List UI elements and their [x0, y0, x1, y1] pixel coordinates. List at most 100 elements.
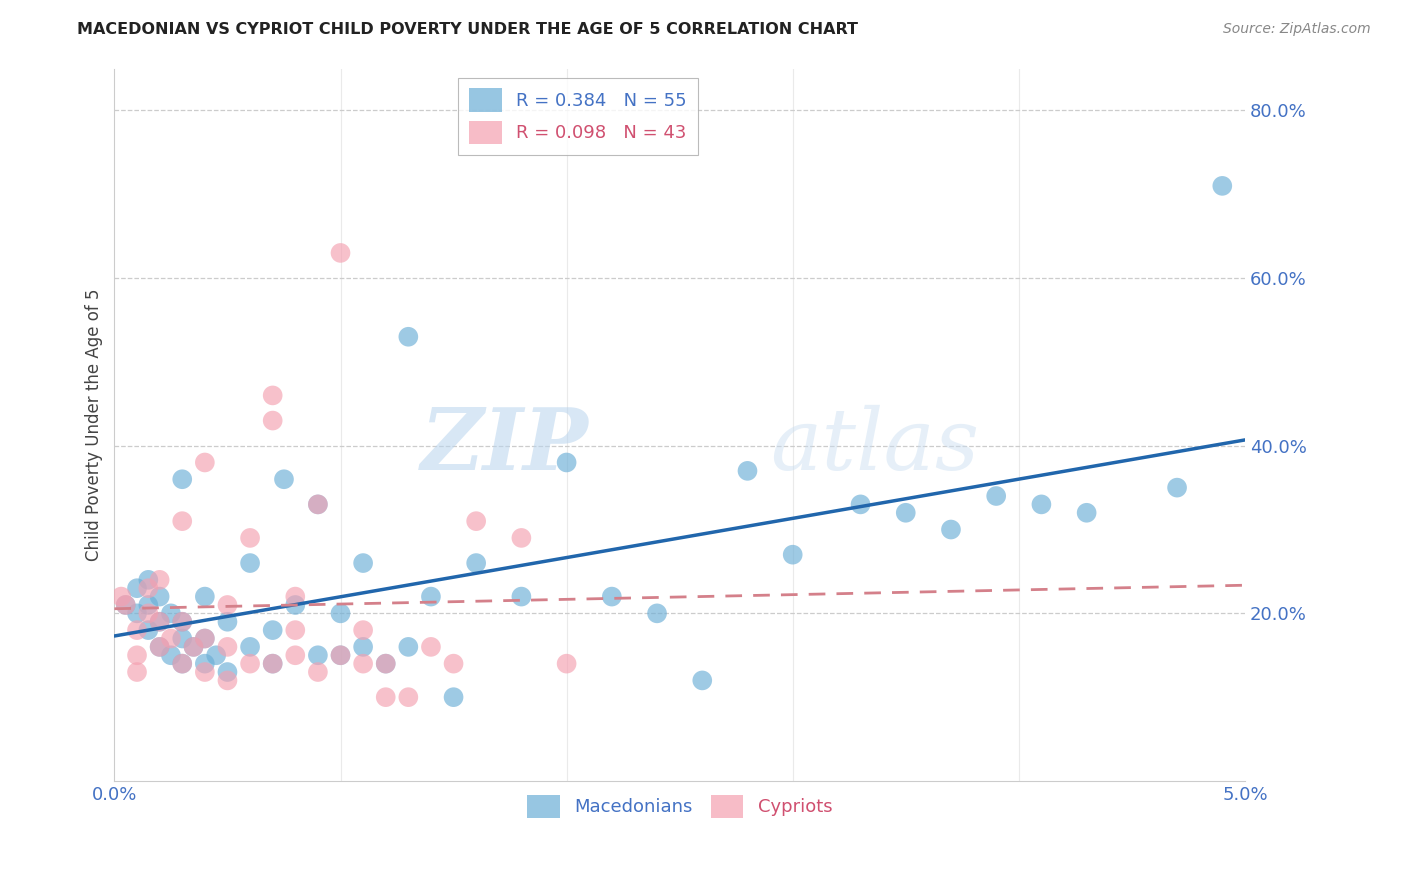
Point: [737, 464, 759, 478]
Point: [172, 514, 194, 528]
Point: [217, 640, 239, 654]
Point: [110, 590, 132, 604]
Point: [352, 640, 374, 654]
Point: [149, 590, 172, 604]
Point: [262, 657, 284, 671]
Point: [239, 556, 262, 570]
Point: [465, 514, 488, 528]
Point: [396, 640, 419, 654]
Point: [217, 598, 239, 612]
Point: [172, 632, 194, 646]
Point: [114, 598, 136, 612]
Point: [374, 657, 396, 671]
Y-axis label: Child Poverty Under the Age of 5: Child Poverty Under the Age of 5: [86, 288, 103, 561]
Point: [329, 246, 352, 260]
Point: [194, 665, 217, 679]
Point: [1211, 178, 1233, 193]
Point: [374, 690, 396, 705]
Point: [149, 615, 172, 629]
Point: [172, 615, 194, 629]
Point: [262, 413, 284, 427]
Point: [262, 623, 284, 637]
Point: [329, 607, 352, 621]
Point: [555, 657, 578, 671]
Point: [284, 590, 307, 604]
Point: [1166, 481, 1188, 495]
Point: [172, 615, 194, 629]
Point: [239, 640, 262, 654]
Point: [183, 640, 205, 654]
Point: [849, 497, 872, 511]
Point: [125, 648, 148, 663]
Point: [172, 472, 194, 486]
Point: [329, 648, 352, 663]
Point: [600, 590, 623, 604]
Point: [172, 657, 194, 671]
Point: [136, 573, 159, 587]
Text: atlas: atlas: [770, 405, 979, 487]
Point: [239, 531, 262, 545]
Point: [149, 615, 172, 629]
Point: [194, 455, 217, 469]
Point: [307, 665, 329, 679]
Point: [217, 615, 239, 629]
Point: [986, 489, 1008, 503]
Point: [217, 665, 239, 679]
Point: [352, 623, 374, 637]
Point: [125, 665, 148, 679]
Legend: Macedonians, Cypriots: Macedonians, Cypriots: [520, 788, 839, 825]
Point: [284, 598, 307, 612]
Point: [645, 607, 668, 621]
Point: [160, 632, 183, 646]
Point: [262, 388, 284, 402]
Point: [194, 632, 217, 646]
Text: MACEDONIAN VS CYPRIOT CHILD POVERTY UNDER THE AGE OF 5 CORRELATION CHART: MACEDONIAN VS CYPRIOT CHILD POVERTY UNDE…: [77, 22, 858, 37]
Point: [194, 657, 217, 671]
Point: [307, 497, 329, 511]
Point: [136, 623, 159, 637]
Point: [555, 455, 578, 469]
Point: [396, 690, 419, 705]
Point: [194, 590, 217, 604]
Point: [465, 556, 488, 570]
Point: [396, 330, 419, 344]
Point: [273, 472, 295, 486]
Point: [239, 657, 262, 671]
Point: [307, 648, 329, 663]
Point: [1031, 497, 1053, 511]
Point: [352, 657, 374, 671]
Point: [420, 640, 443, 654]
Point: [262, 657, 284, 671]
Text: Source: ZipAtlas.com: Source: ZipAtlas.com: [1223, 22, 1371, 37]
Point: [149, 573, 172, 587]
Point: [443, 657, 465, 671]
Point: [443, 690, 465, 705]
Point: [939, 523, 962, 537]
Point: [149, 640, 172, 654]
Point: [194, 632, 217, 646]
Point: [329, 648, 352, 663]
Point: [125, 581, 148, 595]
Point: [183, 640, 205, 654]
Point: [307, 497, 329, 511]
Point: [172, 657, 194, 671]
Point: [420, 590, 443, 604]
Point: [284, 648, 307, 663]
Point: [510, 531, 533, 545]
Point: [510, 590, 533, 604]
Point: [160, 607, 183, 621]
Point: [374, 657, 396, 671]
Point: [782, 548, 804, 562]
Point: [136, 581, 159, 595]
Point: [1076, 506, 1098, 520]
Point: [136, 607, 159, 621]
Point: [125, 607, 148, 621]
Point: [894, 506, 917, 520]
Point: [149, 640, 172, 654]
Text: ZIP: ZIP: [422, 404, 589, 488]
Point: [352, 556, 374, 570]
Point: [114, 598, 136, 612]
Point: [160, 648, 183, 663]
Point: [217, 673, 239, 688]
Point: [125, 623, 148, 637]
